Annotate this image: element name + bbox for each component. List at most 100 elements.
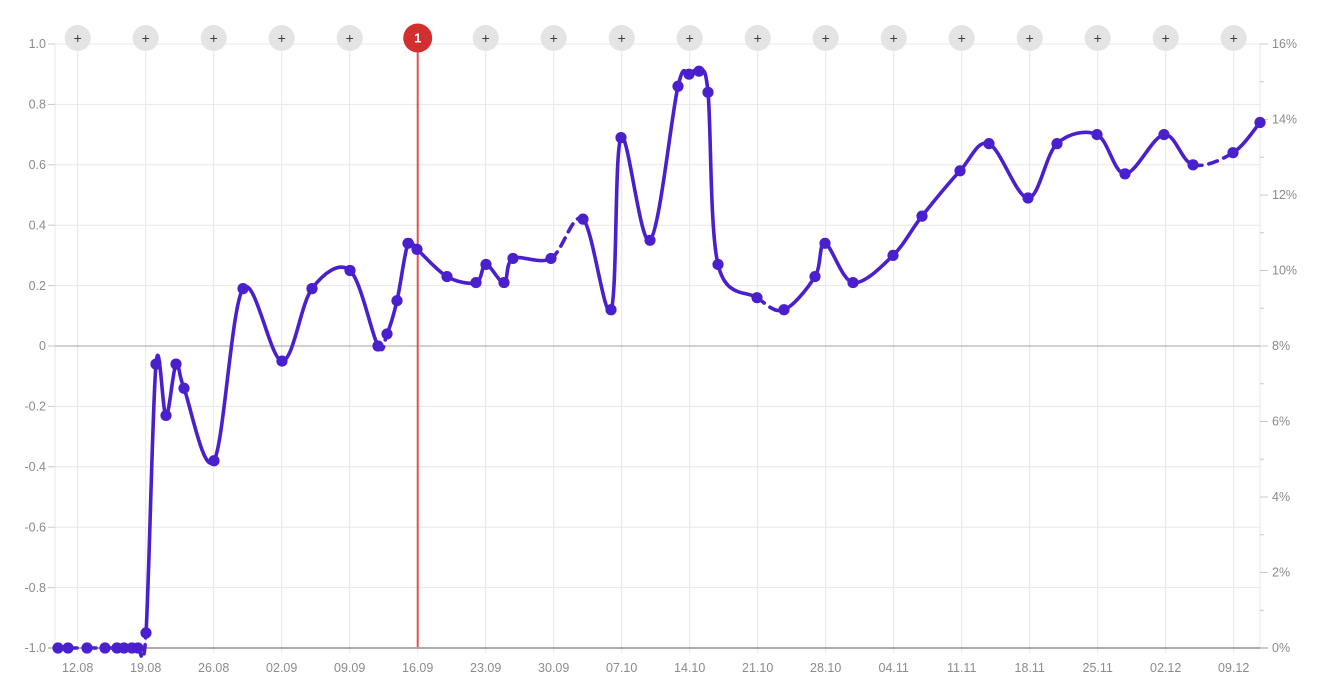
data-point[interactable] bbox=[1091, 129, 1103, 141]
add-annotation-button[interactable]: + bbox=[812, 25, 839, 51]
add-annotation-circle[interactable] bbox=[540, 25, 567, 51]
data-point[interactable] bbox=[140, 627, 152, 639]
data-point[interactable] bbox=[160, 409, 172, 422]
data-point[interactable] bbox=[276, 355, 288, 367]
add-annotation-circle[interactable] bbox=[268, 25, 295, 51]
data-point[interactable] bbox=[441, 270, 453, 283]
data-point[interactable] bbox=[118, 642, 130, 654]
add-annotation-button[interactable]: + bbox=[200, 25, 227, 51]
plus-icon: + bbox=[822, 30, 830, 46]
data-point[interactable] bbox=[916, 210, 928, 222]
data-point[interactable] bbox=[683, 68, 695, 80]
data-point[interactable] bbox=[1119, 168, 1131, 180]
annotation-flag[interactable]: 1 bbox=[403, 23, 433, 53]
data-point[interactable] bbox=[498, 276, 510, 289]
data-point[interactable] bbox=[693, 65, 705, 77]
data-point[interactable] bbox=[615, 132, 627, 144]
data-point[interactable] bbox=[507, 252, 519, 265]
add-annotation-circle[interactable] bbox=[64, 25, 91, 51]
data-point[interactable] bbox=[411, 243, 423, 255]
left-axis-label: 0.6 bbox=[29, 158, 46, 172]
data-point[interactable] bbox=[208, 455, 220, 467]
add-annotation-circle[interactable] bbox=[1084, 25, 1111, 51]
data-point[interactable] bbox=[847, 276, 859, 289]
add-annotation-circle[interactable] bbox=[676, 25, 703, 51]
data-point[interactable] bbox=[1227, 147, 1239, 159]
add-annotation-button[interactable]: + bbox=[472, 25, 499, 51]
add-annotation-circle[interactable] bbox=[812, 25, 839, 51]
add-annotation-button[interactable]: + bbox=[608, 25, 635, 51]
data-point[interactable] bbox=[402, 237, 414, 249]
data-point[interactable] bbox=[819, 237, 831, 249]
data-point[interactable] bbox=[1051, 138, 1063, 150]
add-annotation-button[interactable]: + bbox=[336, 25, 363, 51]
data-point[interactable] bbox=[983, 138, 995, 150]
add-annotation-button[interactable]: + bbox=[540, 25, 567, 51]
data-point[interactable] bbox=[237, 283, 249, 295]
add-annotation-button[interactable]: + bbox=[1220, 25, 1247, 51]
data-point[interactable] bbox=[344, 264, 356, 277]
data-point[interactable] bbox=[954, 165, 966, 177]
add-annotation-button[interactable]: + bbox=[744, 25, 771, 51]
data-point[interactable] bbox=[99, 642, 111, 654]
x-axis-label: 23.09 bbox=[470, 661, 501, 675]
add-annotation-button[interactable]: + bbox=[676, 25, 703, 51]
x-axis-label: 04.11 bbox=[879, 661, 909, 675]
add-annotation-circle[interactable] bbox=[880, 25, 907, 51]
data-point[interactable] bbox=[372, 340, 384, 352]
data-point[interactable] bbox=[577, 213, 589, 225]
data-point[interactable] bbox=[480, 258, 492, 271]
data-point[interactable] bbox=[778, 304, 790, 316]
annotation-flag-circle[interactable] bbox=[403, 23, 433, 53]
add-annotation-button[interactable]: + bbox=[1084, 25, 1111, 51]
data-point[interactable] bbox=[132, 642, 144, 654]
data-point[interactable] bbox=[605, 304, 617, 316]
data-point[interactable] bbox=[1158, 129, 1170, 141]
add-annotation-circle[interactable] bbox=[1152, 25, 1179, 51]
add-annotation-circle[interactable] bbox=[1016, 25, 1043, 51]
data-point[interactable] bbox=[381, 328, 393, 340]
data-point[interactable] bbox=[672, 80, 684, 92]
data-point[interactable] bbox=[62, 642, 74, 654]
add-annotation-circle[interactable] bbox=[200, 25, 227, 51]
add-annotation-circle[interactable] bbox=[608, 25, 635, 51]
left-axis-label: 0.2 bbox=[29, 279, 46, 293]
add-annotation-circle[interactable] bbox=[744, 25, 771, 51]
data-point[interactable] bbox=[702, 86, 714, 98]
add-annotation-button[interactable]: + bbox=[132, 25, 159, 51]
plus-icon: + bbox=[346, 30, 354, 46]
data-point[interactable] bbox=[170, 358, 182, 370]
right-axis-label: 8% bbox=[1272, 339, 1290, 353]
data-point[interactable] bbox=[545, 252, 557, 265]
right-axis-label: 14% bbox=[1272, 113, 1297, 127]
data-point[interactable] bbox=[712, 258, 724, 271]
add-annotation-circle[interactable] bbox=[948, 25, 975, 51]
add-annotation-circle[interactable] bbox=[336, 25, 363, 51]
data-point[interactable] bbox=[470, 276, 482, 289]
data-point[interactable] bbox=[52, 642, 64, 654]
series-line-segment bbox=[415, 247, 449, 279]
data-point[interactable] bbox=[751, 292, 763, 304]
data-point[interactable] bbox=[887, 249, 899, 261]
data-point[interactable] bbox=[306, 283, 318, 295]
data-point[interactable] bbox=[178, 382, 190, 394]
data-point[interactable] bbox=[644, 234, 656, 246]
add-annotation-button[interactable]: + bbox=[64, 25, 91, 51]
add-annotation-circle[interactable] bbox=[1220, 25, 1247, 51]
data-point[interactable] bbox=[391, 295, 403, 307]
data-point[interactable] bbox=[1187, 159, 1199, 171]
add-annotation-button[interactable]: + bbox=[268, 25, 295, 51]
data-point[interactable] bbox=[150, 358, 162, 370]
plus-icon: + bbox=[210, 30, 218, 46]
data-point[interactable] bbox=[1022, 192, 1034, 204]
add-annotation-button[interactable]: + bbox=[1016, 25, 1043, 51]
data-point[interactable] bbox=[81, 642, 93, 654]
add-annotation-button[interactable]: + bbox=[948, 25, 975, 51]
add-annotation-circle[interactable] bbox=[132, 25, 159, 51]
add-annotation-button[interactable]: + bbox=[1152, 25, 1179, 51]
data-point[interactable] bbox=[1254, 116, 1266, 129]
add-annotation-circle[interactable] bbox=[472, 25, 499, 51]
add-annotation-button[interactable]: + bbox=[880, 25, 907, 51]
left-axis-label: 1.0 bbox=[29, 37, 46, 51]
data-point[interactable] bbox=[809, 270, 821, 283]
